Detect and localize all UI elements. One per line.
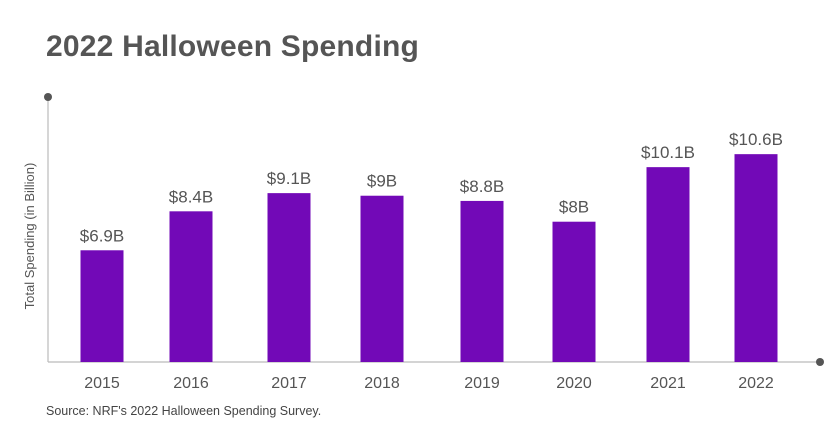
bar-2020: [552, 221, 596, 362]
x-tick-labels: 2015 2016 2017 2018 2019 2020 2021 2022: [84, 375, 774, 392]
value-label-2021: $10.1B: [641, 143, 695, 162]
value-label-2018: $9B: [367, 172, 397, 191]
y-axis-end-dot: [44, 93, 52, 101]
value-label-2019: $8.8B: [460, 177, 504, 196]
bar-2022: [734, 154, 778, 362]
axes: [44, 93, 824, 366]
x-axis-end-dot: [816, 358, 824, 366]
value-label-2022: $10.6B: [729, 130, 783, 149]
x-tick-label-2017: 2017: [271, 375, 307, 392]
x-tick-label-2016: 2016: [173, 375, 209, 392]
x-tick-label-2021: 2021: [650, 375, 686, 392]
bar-2016: [169, 211, 213, 362]
x-tick-label-2018: 2018: [364, 375, 400, 392]
value-label-2016: $8.4B: [169, 187, 213, 206]
value-label-2020: $8B: [559, 198, 589, 217]
value-label-2015: $6.9B: [80, 226, 124, 245]
x-tick-label-2022: 2022: [738, 375, 774, 392]
source-note: Source: NRF's 2022 Halloween Spending Su…: [46, 404, 322, 418]
x-tick-label-2020: 2020: [556, 375, 592, 392]
x-tick-label-2015: 2015: [84, 375, 120, 392]
bar-2021: [646, 167, 690, 362]
value-label-2017: $9.1B: [267, 169, 311, 188]
bar-2015: [80, 250, 124, 362]
chart-title: 2022 Halloween Spending: [46, 30, 420, 63]
value-labels: $6.9B $8.4B $9.1B $9B $8.8B $8B $10.1B $10.6B: [80, 130, 783, 245]
bars: [80, 154, 778, 362]
bar-2017: [267, 193, 311, 362]
bar-2019: [460, 200, 504, 362]
bar-2018: [360, 195, 404, 362]
x-tick-label-2019: 2019: [464, 375, 500, 392]
y-axis-label: Total Spending (in Billion): [22, 163, 37, 310]
